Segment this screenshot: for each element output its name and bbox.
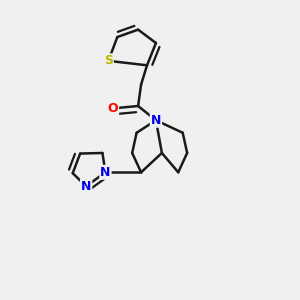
Text: N: N <box>81 180 91 193</box>
Text: O: O <box>107 102 118 115</box>
Text: N: N <box>151 114 161 127</box>
Text: S: S <box>104 54 113 67</box>
Text: N: N <box>100 166 111 179</box>
